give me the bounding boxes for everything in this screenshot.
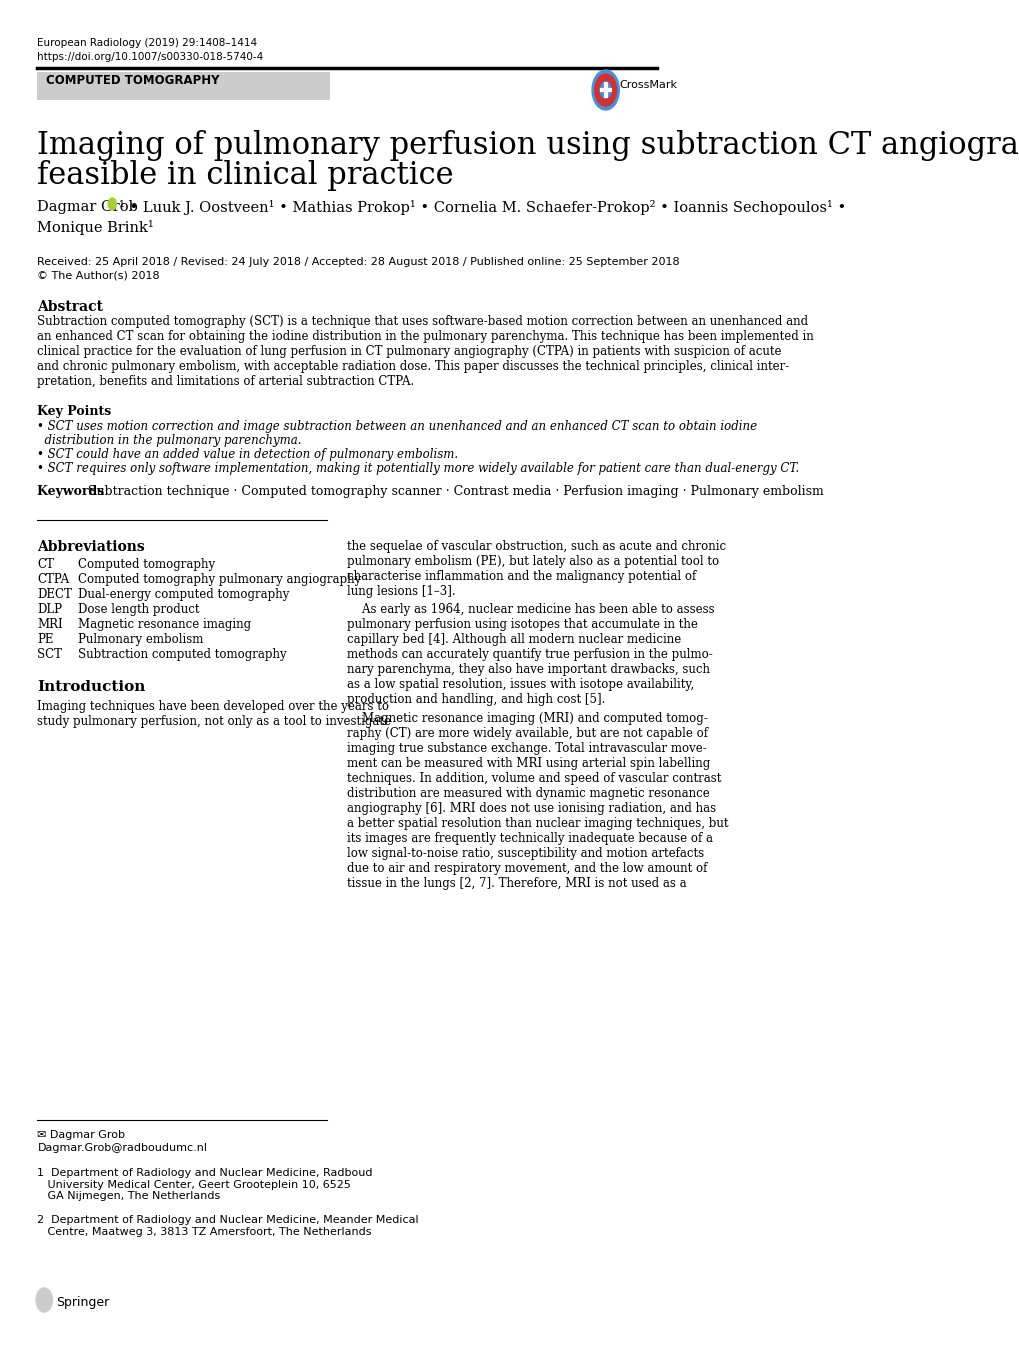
Text: Imaging techniques have been developed over the years to
study pulmonary perfusi: Imaging techniques have been developed o… [38,701,391,728]
Text: DECT: DECT [38,588,72,602]
Text: Abbreviations: Abbreviations [38,541,145,554]
Text: SCT: SCT [38,648,62,661]
Text: 1  Department of Radiology and Nuclear Medicine, Radboud
   University Medical C: 1 Department of Radiology and Nuclear Me… [38,1168,373,1201]
FancyBboxPatch shape [38,72,330,100]
Text: • SCT could have an added value in detection of pulmonary embolism.: • SCT could have an added value in detec… [38,449,459,461]
Text: As early as 1964, nuclear medicine has been able to assess
pulmonary perfusion u: As early as 1964, nuclear medicine has b… [346,603,714,706]
Circle shape [594,75,615,106]
Text: Keywords: Keywords [38,485,113,499]
Text: Dose length product: Dose length product [78,603,200,617]
Circle shape [36,1289,52,1312]
Text: https://doi.org/10.1007/s00330-018-5740-4: https://doi.org/10.1007/s00330-018-5740-… [38,51,264,62]
Text: Received: 25 April 2018 / Revised: 24 July 2018 / Accepted: 28 August 2018 / Pub: Received: 25 April 2018 / Revised: 24 Ju… [38,257,680,267]
Text: iD: iD [108,202,116,206]
Text: feasible in clinical practice: feasible in clinical practice [38,160,453,191]
Text: Computed tomography: Computed tomography [78,558,215,570]
Text: Abstract: Abstract [38,299,103,314]
Text: MRI: MRI [38,618,63,631]
Text: Dual-energy computed tomography: Dual-energy computed tomography [78,588,289,602]
Text: European Radiology (2019) 29:1408–1414: European Radiology (2019) 29:1408–1414 [38,38,258,47]
Text: DLP: DLP [38,603,62,617]
Text: PE: PE [38,633,54,646]
Text: Dagmar Grob: Dagmar Grob [38,201,139,214]
Text: • SCT requires only software implementation, making it potentially more widely a: • SCT requires only software implementat… [38,462,799,476]
Text: Dagmar.Grob@radboudumc.nl: Dagmar.Grob@radboudumc.nl [38,1144,207,1153]
Text: ¹ • Luuk J. Oostveen¹ • Mathias Prokop¹ • Cornelia M. Schaefer-Prokop² • Ioannis: ¹ • Luuk J. Oostveen¹ • Mathias Prokop¹ … [119,201,846,215]
Text: CT: CT [38,558,54,570]
Text: Subtraction technique · Computed tomography scanner · Contrast media · Perfusion: Subtraction technique · Computed tomogra… [89,485,823,499]
Text: © The Author(s) 2018: © The Author(s) 2018 [38,270,160,280]
Text: Magnetic resonance imaging: Magnetic resonance imaging [78,618,251,631]
Text: distribution in the pulmonary parenchyma.: distribution in the pulmonary parenchyma… [38,434,302,447]
Text: Springer: Springer [56,1295,109,1309]
Circle shape [591,70,619,110]
Text: the sequelae of vascular obstruction, such as acute and chronic
pulmonary emboli: the sequelae of vascular obstruction, su… [346,541,726,598]
Text: CTPA: CTPA [38,573,69,585]
Text: ✉ Dagmar Grob: ✉ Dagmar Grob [38,1130,125,1140]
Text: 2  Department of Radiology and Nuclear Medicine, Meander Medical
   Centre, Maat: 2 Department of Radiology and Nuclear Me… [38,1215,419,1237]
Text: Pulmonary embolism: Pulmonary embolism [78,633,204,646]
Circle shape [599,83,610,98]
Circle shape [108,198,116,210]
Text: Key Points: Key Points [38,405,111,417]
Text: Subtraction computed tomography: Subtraction computed tomography [78,648,286,661]
Text: S: S [39,1293,49,1308]
Text: COMPUTED TOMOGRAPHY: COMPUTED TOMOGRAPHY [46,75,219,87]
Text: CrossMark: CrossMark [619,80,677,89]
Text: Magnetic resonance imaging (MRI) and computed tomog-
raphy (CT) are more widely : Magnetic resonance imaging (MRI) and com… [346,711,728,890]
Text: Computed tomography pulmonary angiography: Computed tomography pulmonary angiograph… [78,573,361,585]
Text: Monique Brink¹: Monique Brink¹ [38,220,154,234]
Text: Introduction: Introduction [38,680,146,694]
Text: Imaging of pulmonary perfusion using subtraction CT angiography is: Imaging of pulmonary perfusion using sub… [38,130,1019,161]
Text: • SCT uses motion correction and image subtraction between an unenhanced and an : • SCT uses motion correction and image s… [38,420,757,434]
Text: Subtraction computed tomography (SCT) is a technique that uses software-based mo: Subtraction computed tomography (SCT) is… [38,314,813,388]
